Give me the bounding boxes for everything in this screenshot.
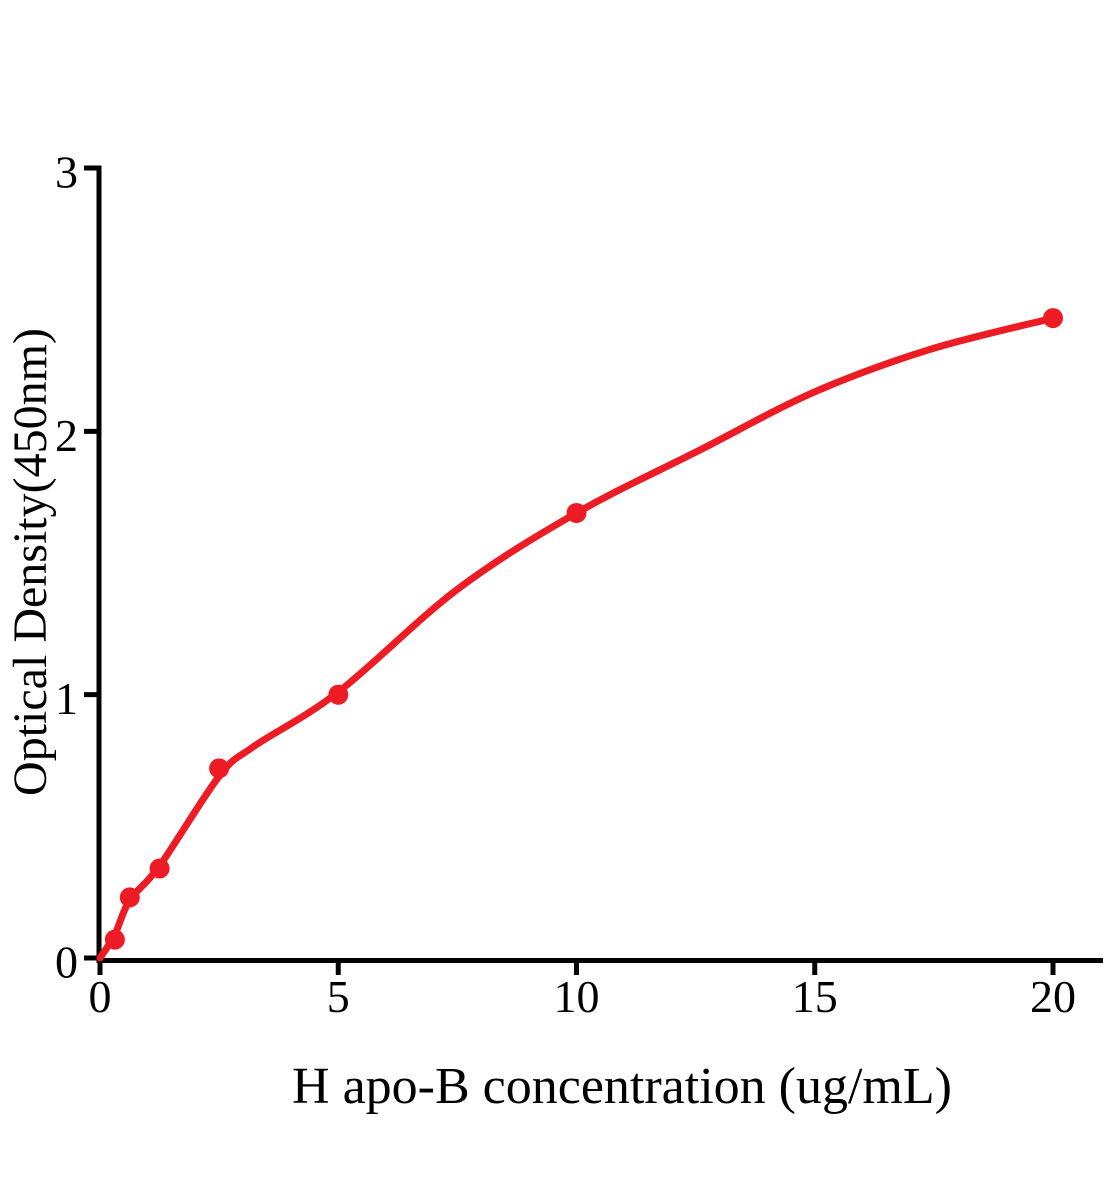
x-tick-label: 0 xyxy=(89,971,112,1022)
y-axis-ticks: 0 1 2 3 xyxy=(55,147,101,988)
x-tick-label: 20 xyxy=(1030,971,1076,1022)
x-tick-label: 10 xyxy=(554,971,600,1022)
x-axis-title: H apo-B concentration (ug/mL) xyxy=(292,1058,952,1115)
data-point xyxy=(1043,308,1063,329)
data-point xyxy=(209,758,230,779)
x-tick-label: 5 xyxy=(327,971,350,1022)
y-tick-label: 0 xyxy=(55,937,78,988)
data-point xyxy=(566,503,587,523)
data-point xyxy=(104,929,125,950)
data-point xyxy=(328,684,349,705)
y-tick-label: 2 xyxy=(55,410,78,461)
y-tick-label: 3 xyxy=(55,147,78,198)
y-axis-title: Optical Density(450nm) xyxy=(4,328,57,796)
data-point xyxy=(149,858,170,879)
y-tick-label: 1 xyxy=(55,673,78,724)
x-tick-label: 15 xyxy=(792,971,838,1022)
data-point xyxy=(119,887,140,908)
fit-curve xyxy=(96,314,1057,962)
data-points xyxy=(104,308,1063,950)
x-axis-ticks: 0 5 10 15 20 xyxy=(89,960,1076,1022)
